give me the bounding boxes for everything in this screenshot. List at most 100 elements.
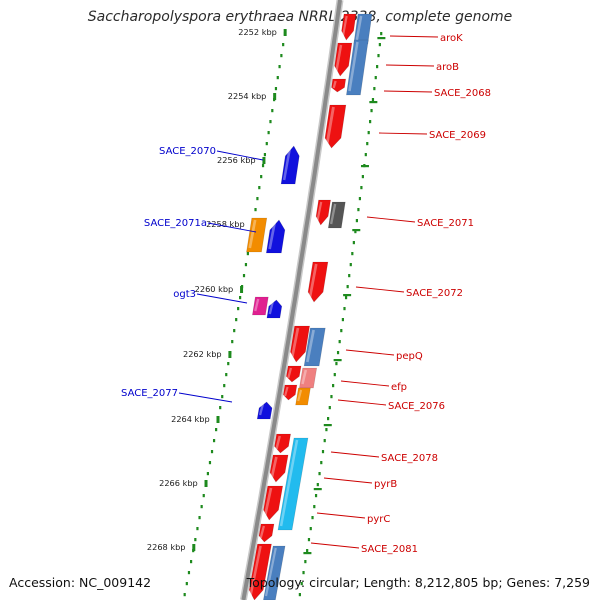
gene-sace-2071-highlight [316, 201, 323, 222]
gene-sace-2077 [256, 401, 273, 420]
outer-tick-dot [311, 516, 314, 520]
tick-label: 2266 kbp [159, 478, 198, 488]
gene-pyrb-product [277, 437, 309, 531]
gene-sace-2082 [248, 543, 272, 600]
gene-efp-product [299, 367, 318, 389]
outer-tick-dot [370, 109, 373, 113]
gene-label-right: SACE_2072 [406, 288, 463, 299]
inner-tick-dot [206, 472, 209, 476]
gene-sace-2068-highlight [325, 106, 335, 145]
major-tick-outer [369, 101, 378, 104]
gene-sace-2071a [265, 219, 286, 254]
major-tick [262, 157, 266, 164]
outer-tick-dot [332, 384, 335, 388]
outer-tick-dot [307, 538, 311, 542]
outer-tick-dot [325, 428, 328, 432]
outer-tick-dot [349, 263, 352, 267]
gene-arob [334, 42, 353, 77]
label-leader [323, 477, 373, 484]
inner-tick-dot [261, 164, 265, 168]
inner-tick-dot [260, 175, 263, 179]
major-tick [216, 416, 220, 423]
inner-tick-dot [208, 461, 212, 465]
inner-tick-dot [267, 131, 270, 135]
gene-label-left: SACE_2070 [159, 146, 216, 157]
accession-text: Accession: NC_009142 [9, 575, 152, 590]
inner-tick-dot [235, 318, 238, 322]
outer-tick-dot [341, 318, 344, 322]
gene-label-left: SACE_2071a [144, 218, 207, 229]
inner-tick-dot [210, 450, 214, 454]
inner-tick-dot [196, 527, 199, 531]
inner-tick-dot [227, 362, 230, 366]
inner-tick-dot [223, 384, 226, 388]
inner-tick-dot [221, 395, 224, 399]
major-tick-outer [343, 294, 352, 297]
outer-tick-dot [316, 483, 319, 487]
topology-text: Topology: circular; Length: 8,212,805 bp… [246, 575, 590, 590]
outer-tick-dot [367, 131, 370, 135]
outer-tick-dot [348, 274, 351, 278]
major-tick-outer [377, 37, 386, 40]
inner-tick-dot [183, 593, 186, 597]
label-leader [383, 90, 433, 93]
gene-sace-2071a-highlight [268, 221, 277, 250]
inner-tick-dot [242, 274, 246, 278]
gene-pyrb-product-highlight [279, 439, 299, 527]
gene-sace-2071 [315, 199, 331, 226]
gene-sace-2076-product [295, 387, 311, 406]
major-tick-outer [323, 424, 332, 427]
gene-sace-2082-highlight [249, 545, 262, 597]
gene-sace-2076-product-highlight [297, 389, 303, 402]
inner-tick-dot [215, 428, 218, 432]
outer-tick-dot [314, 494, 318, 498]
inner-tick-dot [254, 208, 257, 212]
gene-arob-tail [331, 78, 347, 93]
inner-tick-dot [246, 252, 249, 256]
inner-tick-dot [280, 54, 283, 58]
outer-tick-dot [378, 43, 381, 47]
outer-tick-dot [304, 560, 307, 564]
gene-sace-2077-highlight [258, 403, 265, 416]
gene-label-right: SACE_2076 [388, 401, 445, 412]
gene-sace-2082-product [263, 545, 286, 600]
outer-tick-dot [298, 593, 301, 597]
gene-pepq-product [303, 327, 326, 367]
inner-tick-dot [212, 439, 216, 443]
outer-tick-dot [327, 417, 330, 421]
gene-sace-2070 [280, 145, 300, 185]
outer-tick-dot [302, 571, 305, 575]
gene-label-right: pyrB [374, 479, 397, 490]
label-leader [340, 380, 390, 387]
inner-tick-dot [200, 505, 203, 509]
gene-sace-2082-product-highlight [264, 547, 277, 597]
inner-tick-dot [244, 263, 248, 267]
gene-labels: aroK aroB SACE_2068 SACE_2069 SACE_2071 SACE_… [121, 33, 491, 555]
outer-tick-dot [343, 307, 346, 311]
gene-sace-2078-highlight [275, 435, 281, 450]
outer-tick-dot [351, 252, 354, 256]
outer-tick-dot [338, 340, 341, 344]
gene-label-left: SACE_2077 [121, 388, 178, 399]
gene-features [246, 13, 373, 600]
gene-ogt3-blue [266, 299, 283, 319]
tick-label: 2268 kbp [147, 542, 186, 552]
outer-tick-dot [300, 582, 303, 586]
gene-pepq-product-highlight [306, 329, 315, 363]
label-leader [316, 512, 366, 519]
gene-label-right: aroK [440, 33, 463, 44]
tick-label: 2264 kbp [171, 414, 210, 424]
gene-label-right: SACE_2078 [381, 453, 438, 464]
gene-pepq [290, 325, 310, 363]
gene-arok-product [353, 13, 373, 45]
gene-ogt3-highlight [254, 298, 260, 312]
inner-tick-dot [278, 65, 281, 69]
major-tick-outer [303, 552, 312, 555]
outer-tick-dot [369, 120, 372, 124]
gene-sace-2076 [282, 384, 298, 401]
outer-tick-dot [352, 241, 355, 245]
gene-efp [285, 365, 302, 383]
outer-tick-dot [360, 186, 363, 190]
major-tick [192, 544, 196, 551]
